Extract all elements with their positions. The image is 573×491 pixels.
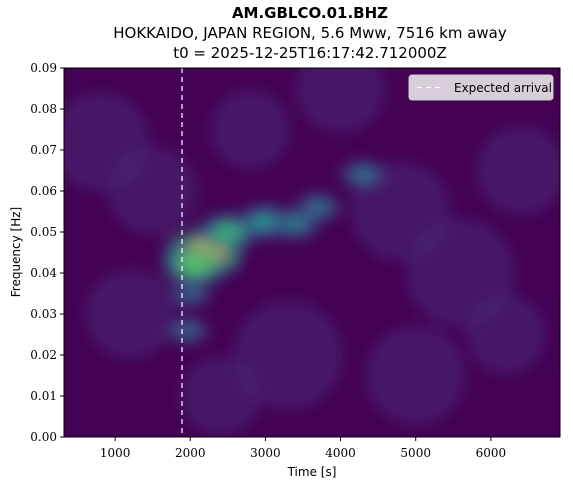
energy-peak (174, 322, 201, 339)
x-axis-label: Time [s] (287, 465, 337, 479)
x-tick-label: 3000 (250, 446, 281, 460)
energy-peak (177, 285, 204, 302)
y-tick-label: 0.04 (30, 266, 57, 280)
energy-peak (349, 166, 377, 183)
energy-peak (211, 221, 245, 243)
legend: Expected arrival (408, 74, 554, 101)
x-tick-label: 6000 (476, 446, 507, 460)
background-blob (232, 300, 343, 410)
x-tick-label: 2000 (175, 446, 206, 460)
title-block: AM.GBLCO.01.BHZ HOKKAIDO, JAPAN REGION, … (0, 3, 573, 63)
chart-start-time: t0 = 2025-12-25T16:17:42.712000Z (173, 44, 447, 62)
energy-layer (64, 68, 560, 436)
plot-frame (63, 67, 561, 438)
background-blob (465, 294, 546, 375)
x-axis-ticks: 1000 2000 3000 4000 5000 6000 (100, 437, 506, 460)
chart-title: AM.GBLCO.01.BHZ (231, 4, 389, 22)
chart-subtitle: HOKKAIDO, JAPAN REGION, 5.6 Mww, 7516 km… (113, 24, 507, 42)
y-axis-label: Frequency [Hz] (9, 207, 23, 298)
x-tick-label: 4000 (325, 446, 356, 460)
x-tick-label: 5000 (400, 446, 431, 460)
x-tick-label: 1000 (100, 446, 131, 460)
y-tick-label: 0.09 (30, 61, 57, 75)
energy-peak (304, 199, 332, 216)
y-tick-label: 0.03 (30, 307, 57, 321)
background-blob (295, 68, 386, 134)
background-blob (475, 125, 560, 216)
y-tick-label: 0.05 (30, 225, 57, 239)
background-blob (210, 89, 291, 170)
energy-peak (281, 215, 310, 233)
background-blob (107, 146, 198, 236)
y-tick-label: 0.02 (30, 348, 57, 362)
legend-label: Expected arrival (454, 81, 552, 95)
energy-peak (176, 253, 213, 276)
background-blob (180, 356, 261, 436)
background-blob (85, 269, 176, 359)
y-tick-label: 0.07 (30, 143, 57, 157)
background-blob (365, 325, 466, 426)
y-axis-ticks: 0.00 0.01 0.02 0.03 0.04 0.05 0.06 0.07 0.08 0.09 (30, 61, 64, 444)
y-tick-label: 0.06 (30, 184, 57, 198)
y-tick-label: 0.01 (30, 389, 57, 403)
y-tick-label: 0.08 (30, 102, 57, 116)
y-tick-label: 0.00 (30, 430, 57, 444)
legend-box (408, 74, 554, 101)
